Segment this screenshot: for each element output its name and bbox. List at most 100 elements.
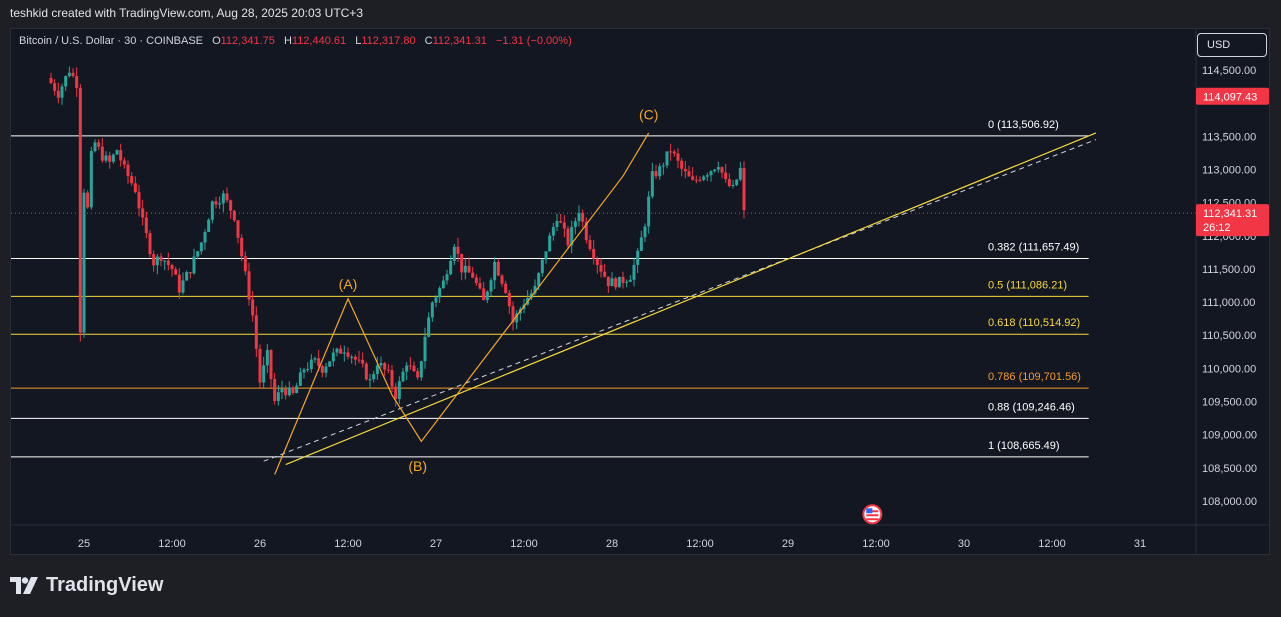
candle-body — [647, 196, 651, 227]
candle-body — [214, 201, 218, 205]
flag-stripe — [866, 514, 879, 517]
price-tick-label: 108,000.00 — [1202, 496, 1257, 508]
candle-body — [199, 242, 203, 252]
candle-body — [386, 369, 390, 371]
chart-panel[interactable]: 0 (113,506.92) 0.382 (111,657.49) 0.5 (111… — [10, 28, 1270, 555]
candle-body — [335, 348, 339, 353]
price-tick-label: 111,000.00 — [1202, 297, 1255, 309]
candle-body — [229, 200, 233, 211]
candle-body — [438, 288, 442, 298]
candle-body — [427, 317, 431, 337]
fib-level-label: 0.5 (111,086.21) — [988, 279, 1067, 291]
candle-body — [566, 228, 570, 246]
countdown-label: 26:12 — [1203, 222, 1231, 234]
candle-body — [680, 160, 684, 169]
candle-body — [133, 183, 137, 193]
candle-body — [485, 291, 489, 301]
wave-label: (B) — [408, 458, 427, 474]
candle-body — [434, 297, 438, 303]
candle-body — [592, 248, 596, 259]
candle-body — [251, 299, 255, 316]
candle-body — [368, 379, 372, 381]
time-tick-label: 12:00 — [334, 538, 362, 550]
tradingview-logo-text: TradingView — [46, 574, 164, 596]
candle-body — [658, 166, 662, 177]
candle-body — [53, 83, 57, 91]
candle-body — [379, 363, 383, 366]
candle-body — [463, 265, 467, 273]
candle-body — [614, 278, 618, 288]
candle-body — [405, 365, 409, 372]
flag-canton — [866, 508, 873, 514]
candle-body — [383, 363, 387, 370]
candle-body — [265, 349, 269, 366]
candle-body — [130, 176, 134, 184]
candle-body — [474, 277, 478, 284]
candle-body — [331, 352, 335, 362]
candle-body — [115, 150, 119, 155]
candle-body — [401, 371, 405, 382]
candle-body — [243, 256, 247, 272]
time-tick-label: 12:00 — [510, 538, 538, 550]
candle-body — [375, 365, 379, 375]
candle-body — [669, 151, 673, 153]
support-trend-line — [285, 132, 1097, 466]
chart-svg[interactable]: 0 (113,506.92) 0.382 (111,657.49) 0.5 (111… — [11, 29, 1269, 554]
candle-body — [423, 336, 427, 362]
candle-body — [416, 371, 420, 378]
price-tick-label: 110,500.00 — [1202, 330, 1256, 342]
candle-body — [269, 349, 273, 379]
candle-body — [232, 210, 236, 221]
flag-stripe — [866, 518, 879, 521]
candle-body — [185, 272, 189, 281]
currency-button[interactable]: USD — [1197, 33, 1267, 57]
candle-body — [738, 168, 742, 180]
candle-body — [126, 164, 130, 177]
time-tick-label: 29 — [782, 538, 794, 550]
created-by-header: teshkid created with TradingView.com, Au… — [10, 6, 363, 20]
candle-body — [559, 221, 563, 223]
candle-body — [650, 171, 654, 197]
fib-level-label: 0.382 (111,657.49) — [988, 241, 1079, 253]
price-tick-label: 110,000.00 — [1202, 363, 1256, 375]
candle-body — [617, 276, 621, 288]
candle-body — [221, 193, 225, 204]
time-tick-label: 26 — [254, 538, 266, 550]
fib-level-label: 0.786 (109,701.56) — [988, 371, 1081, 383]
candle-body — [320, 365, 324, 373]
candle-body — [364, 363, 368, 380]
wave-label: (C) — [639, 107, 658, 123]
candle-body — [122, 160, 126, 165]
candle-body — [588, 240, 592, 249]
candle-body — [177, 274, 181, 293]
candle-body — [441, 280, 445, 289]
current-price-label: 112,341.31 — [1203, 208, 1257, 220]
candle-body — [306, 369, 310, 371]
candle-body — [676, 153, 680, 161]
fib-level-label: 0.618 (110,514.92) — [988, 317, 1080, 329]
candle-body — [192, 256, 196, 274]
candle-body — [60, 86, 64, 98]
symbol-label[interactable]: Bitcoin / U.S. Dollar · 30 · COINBASE — [19, 35, 203, 47]
tradingview-logo[interactable]: TradingView — [10, 574, 163, 597]
candle-body — [698, 179, 702, 181]
candle-body — [493, 261, 497, 281]
dashed-trend-line — [263, 139, 1097, 462]
candle-body — [533, 285, 537, 294]
candle-body — [515, 313, 519, 323]
candle-body — [489, 280, 493, 292]
time-tick-label: 30 — [958, 538, 970, 550]
candle-body — [111, 154, 115, 162]
candle-body — [507, 292, 511, 307]
candle-body — [225, 193, 229, 201]
candle-body — [643, 226, 647, 238]
candle-body — [144, 217, 148, 234]
time-tick-label: 28 — [606, 538, 618, 550]
candle-body — [170, 264, 174, 270]
candle-body — [716, 167, 720, 170]
candle-body — [691, 176, 695, 180]
candle-body — [188, 272, 192, 274]
candle-body — [511, 306, 515, 323]
open-key: O — [212, 35, 221, 47]
candle-body — [702, 176, 706, 180]
